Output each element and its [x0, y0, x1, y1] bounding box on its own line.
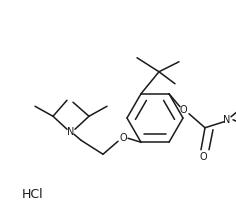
Text: O: O — [119, 133, 127, 143]
Text: O: O — [179, 105, 187, 115]
Text: N: N — [67, 127, 75, 137]
Text: HCl: HCl — [22, 189, 44, 202]
Text: N: N — [223, 115, 231, 125]
Text: O: O — [199, 152, 207, 162]
